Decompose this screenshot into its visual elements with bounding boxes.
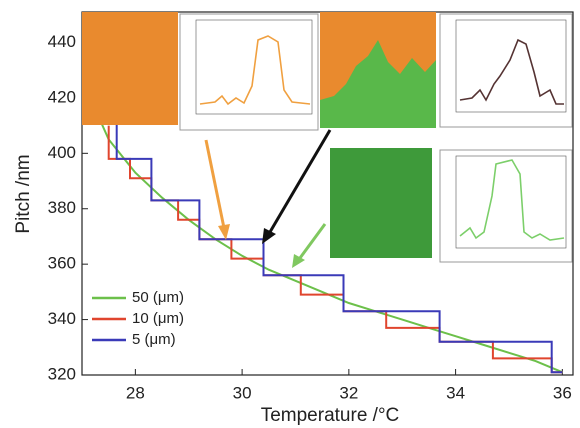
x-tick-label: 30 bbox=[233, 383, 252, 402]
y-tick-label: 320 bbox=[48, 364, 76, 383]
spectrum-frame bbox=[455, 19, 567, 113]
x-tick-label: 34 bbox=[446, 383, 465, 402]
spectrum-frame bbox=[455, 155, 567, 249]
series-line bbox=[115, 120, 563, 374]
series-line bbox=[91, 102, 563, 374]
y-tick-label: 340 bbox=[48, 309, 76, 328]
y-tick-label: 360 bbox=[48, 254, 76, 273]
y-tick-label: 420 bbox=[48, 87, 76, 106]
x-tick-label: 32 bbox=[339, 383, 358, 402]
arrow-head bbox=[218, 224, 230, 240]
y-tick-label: 440 bbox=[48, 32, 76, 51]
orange-film-image bbox=[82, 12, 178, 125]
y-axis-label: Pitch /nm bbox=[13, 154, 34, 233]
legend-label: 5 (μm) bbox=[132, 331, 176, 348]
orange-region bbox=[320, 12, 436, 100]
spectrum-inset bbox=[439, 149, 573, 263]
legend-label: 10 (μm) bbox=[132, 310, 184, 327]
x-tick-label: 36 bbox=[553, 383, 572, 402]
spectrum-curve bbox=[199, 35, 311, 106]
insets bbox=[82, 12, 573, 263]
y-tick-label: 400 bbox=[48, 143, 76, 162]
legend-label: 50 (μm) bbox=[132, 289, 184, 306]
arrow bbox=[204, 139, 226, 229]
x-axis-label: Temperature /°C bbox=[261, 405, 400, 426]
spectrum-inset bbox=[179, 13, 319, 131]
arrow-head bbox=[262, 228, 276, 244]
x-tick-label: 28 bbox=[126, 383, 145, 402]
spectrum-inset bbox=[439, 13, 573, 128]
arrow bbox=[298, 223, 327, 259]
green-film-image bbox=[330, 148, 432, 258]
y-tick-label: 380 bbox=[48, 198, 76, 217]
spectrum-curve bbox=[459, 38, 564, 105]
spectrum-curve bbox=[459, 159, 565, 241]
arrow bbox=[268, 129, 332, 233]
arrow-head bbox=[292, 254, 305, 268]
spectrum-frame bbox=[195, 19, 313, 115]
arrows bbox=[204, 129, 332, 268]
